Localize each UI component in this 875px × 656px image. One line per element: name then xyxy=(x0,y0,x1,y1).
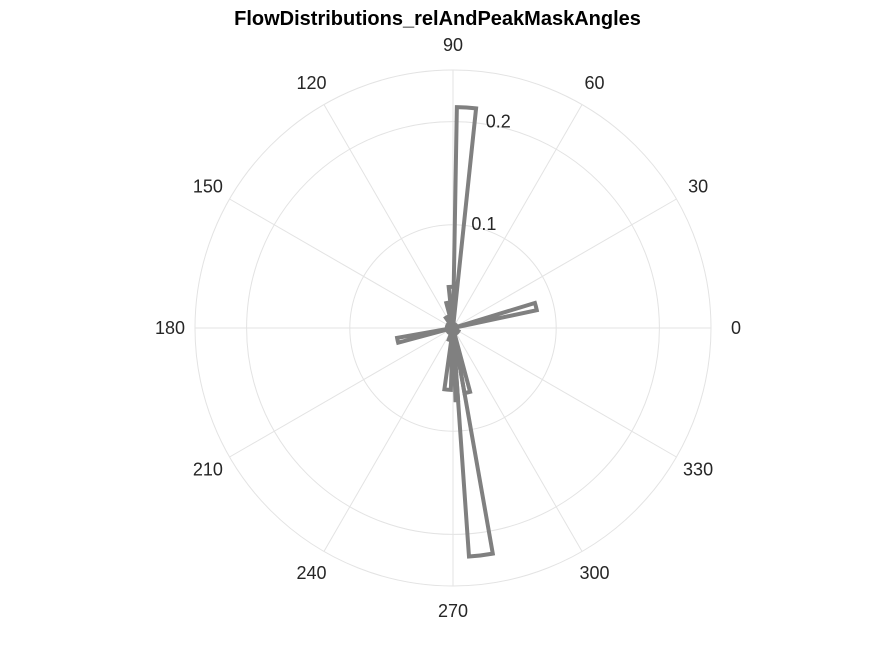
angular-grid-line xyxy=(323,327,454,552)
angular-grid-line xyxy=(452,327,677,458)
angle-tick-label: 240 xyxy=(296,563,326,583)
radial-tick-label: 0.2 xyxy=(486,112,511,132)
angle-tick-label: 330 xyxy=(683,460,713,480)
angle-tick-label: 270 xyxy=(438,601,468,621)
angle-tick-label: 210 xyxy=(193,460,223,480)
angle-tick-label: 90 xyxy=(443,35,463,55)
histogram-bin xyxy=(451,327,496,559)
histogram-bin xyxy=(444,320,458,331)
angle-tick-label: 60 xyxy=(584,73,604,93)
angle-tick-label: 180 xyxy=(155,318,185,338)
histogram-bin xyxy=(442,327,455,392)
histogram-bin xyxy=(443,313,455,330)
histogram-bin xyxy=(443,300,455,329)
angular-grid-line xyxy=(452,198,677,329)
angle-tick-label: 300 xyxy=(579,563,609,583)
angular-grid-line xyxy=(229,198,454,329)
angle-tick-label: 150 xyxy=(193,177,223,197)
angular-grid-line xyxy=(452,327,583,552)
angular-grid-line xyxy=(229,327,454,458)
histogram-bin xyxy=(394,326,454,346)
chart-title: FlowDistributions_relAndPeakMaskAngles xyxy=(234,8,641,30)
histogram-bin xyxy=(445,326,460,333)
histogram-bin xyxy=(452,300,540,330)
radial-tick-label: 0.1 xyxy=(471,214,496,234)
angular-grid-line xyxy=(323,104,454,329)
histogram-bin xyxy=(449,323,462,337)
histogram-bin xyxy=(446,284,456,329)
histogram-bin xyxy=(451,105,479,329)
angular-grid-line xyxy=(452,104,583,329)
polar-labels: 0 30 60 90 120 150 180 210 240 270 300 330 0.1 0.2 xyxy=(155,35,741,621)
histogram-bin xyxy=(451,327,473,396)
angle-tick-label: 120 xyxy=(296,73,326,93)
angle-tick-label: 30 xyxy=(688,177,708,197)
angle-tick-label: 0 xyxy=(731,318,741,338)
polar-bins xyxy=(394,105,540,559)
polar-grid xyxy=(194,69,712,587)
